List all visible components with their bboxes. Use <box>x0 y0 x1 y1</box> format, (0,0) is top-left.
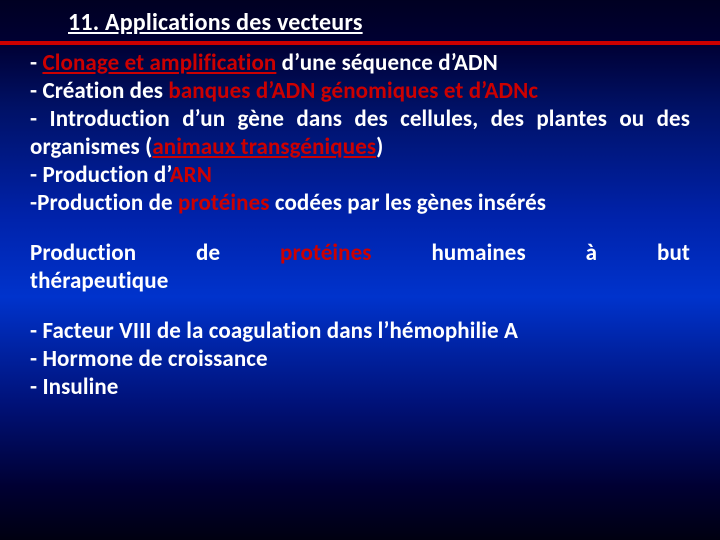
text: Production <box>30 239 136 267</box>
highlight-clonage: Clonage et amplification <box>42 49 276 77</box>
highlight-proteines-2: protéines <box>280 239 372 267</box>
list-item: - Insuline <box>30 373 690 401</box>
list-item: - Facteur VIII de la coagulation dans l’… <box>30 317 690 345</box>
text: d’une séquence d’ADN <box>276 49 498 77</box>
text: - Production d’ <box>30 161 170 189</box>
text: but <box>657 239 690 267</box>
text: thérapeutique <box>30 267 690 295</box>
highlight-animaux: animaux transgéniques <box>152 133 376 161</box>
text: ) <box>376 133 383 161</box>
list-item: - Hormone de croissance <box>30 345 690 373</box>
spacer <box>30 295 690 317</box>
body-paragraph-1: - Clonage et amplification d’une séquenc… <box>30 49 690 217</box>
text: -Production de <box>30 189 178 217</box>
slide: 11. Applications des vecteurs - Clonage … <box>0 0 720 540</box>
body-paragraph-3: - Facteur VIII de la coagulation dans l’… <box>30 317 690 401</box>
title-divider <box>0 41 720 45</box>
text: à <box>586 239 597 267</box>
text: - <box>30 49 42 77</box>
body-paragraph-2: Production de protéines humaines à but t… <box>30 239 690 295</box>
justified-line: Production de protéines humaines à but <box>30 239 690 267</box>
text: - Création des <box>30 77 168 105</box>
highlight-banques: banques d’ADN génomiques et d’ADNc <box>168 77 538 105</box>
highlight-arn: ARN <box>170 161 212 189</box>
text: codées par les gènes insérés <box>270 189 546 217</box>
slide-title: 11. Applications des vecteurs <box>68 8 690 37</box>
text: humaines <box>431 239 525 267</box>
spacer <box>30 217 690 239</box>
highlight-proteines: protéines <box>178 189 270 217</box>
text: de <box>196 239 220 267</box>
